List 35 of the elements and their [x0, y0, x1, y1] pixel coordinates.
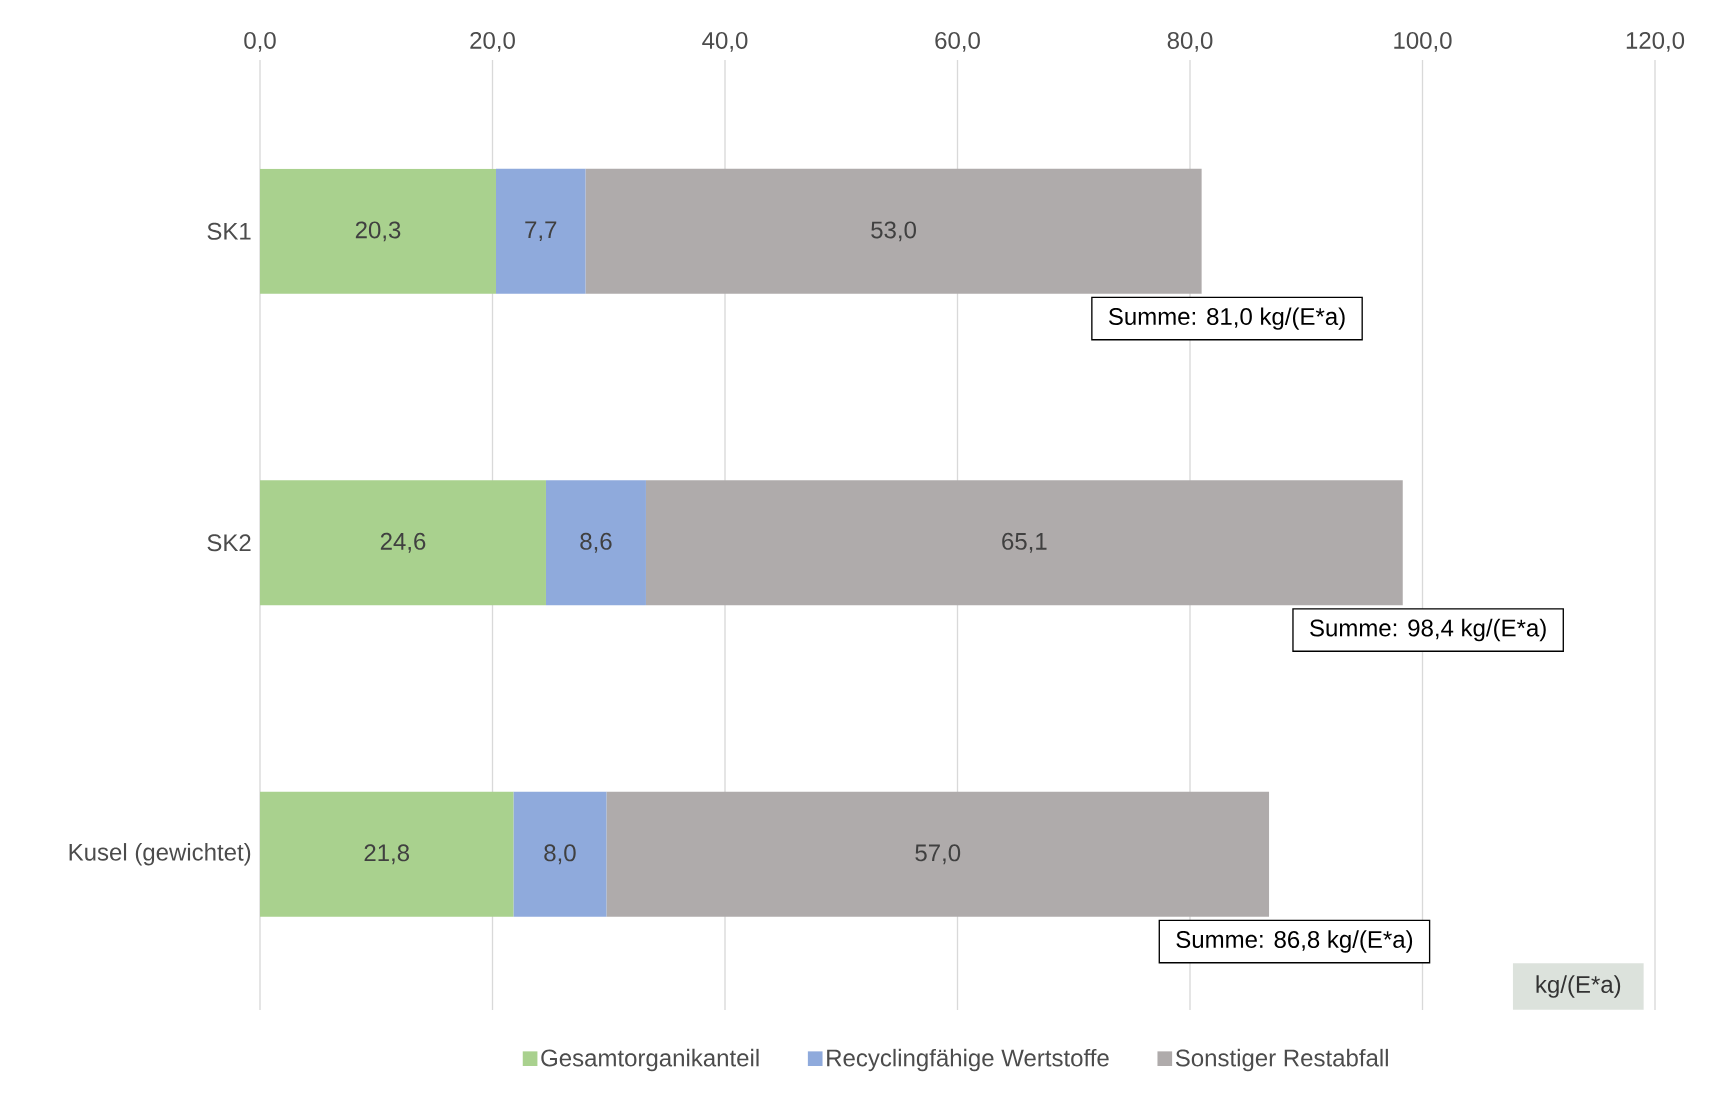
bar [513, 791, 607, 917]
x-tick-label: 100,0 [1394, 31, 1452, 52]
total-label: Summe: 86,8 kg/(E*a) [1176, 930, 1413, 953]
y-tick-label: SK1 [207, 222, 251, 240]
bar [545, 480, 646, 606]
data-label: 57,0 [915, 844, 961, 865]
data-label: 20,3 [355, 221, 401, 242]
data-label: 24,6 [380, 532, 426, 553]
bar [645, 480, 1403, 606]
data-label: 7,7 [525, 221, 557, 242]
legend-label: Recyclingfähige Wertstoffe [827, 1048, 1109, 1072]
x-tick-label: 40,0 [702, 31, 748, 52]
data-label: 8,0 [544, 844, 576, 865]
total-label: Summe: 98,4 kg/(E*a) [1310, 618, 1546, 642]
x-tick-label: 120,0 [1626, 31, 1685, 52]
bar [495, 168, 586, 294]
bar [606, 791, 1270, 917]
legend-label: Gesamtorganikanteil [541, 1048, 759, 1072]
bar [260, 791, 514, 917]
x-axis-title: kg/(E*a) [1536, 975, 1621, 998]
x-tick-label: 20,0 [470, 31, 515, 52]
bar [260, 168, 496, 294]
x-tick-label: 0,0 [244, 31, 276, 52]
data-label: 8,6 [580, 532, 612, 553]
data-label: 65,1 [1002, 532, 1047, 553]
legend-label: Sonstiger Restabfall [1175, 1048, 1388, 1072]
data-label: 53,0 [871, 221, 916, 242]
x-tick-label: 60,0 [935, 31, 980, 52]
bar [585, 168, 1202, 294]
x-tick-label: 80,0 [1167, 31, 1213, 52]
y-tick-label: SK2 [207, 534, 251, 552]
y-tick-label: Kusel (gewichtet) [69, 843, 251, 866]
data-label: 21,8 [364, 844, 410, 865]
bar [260, 480, 546, 606]
total-label: Summe: 81,0 kg/(E*a) [1108, 307, 1345, 330]
